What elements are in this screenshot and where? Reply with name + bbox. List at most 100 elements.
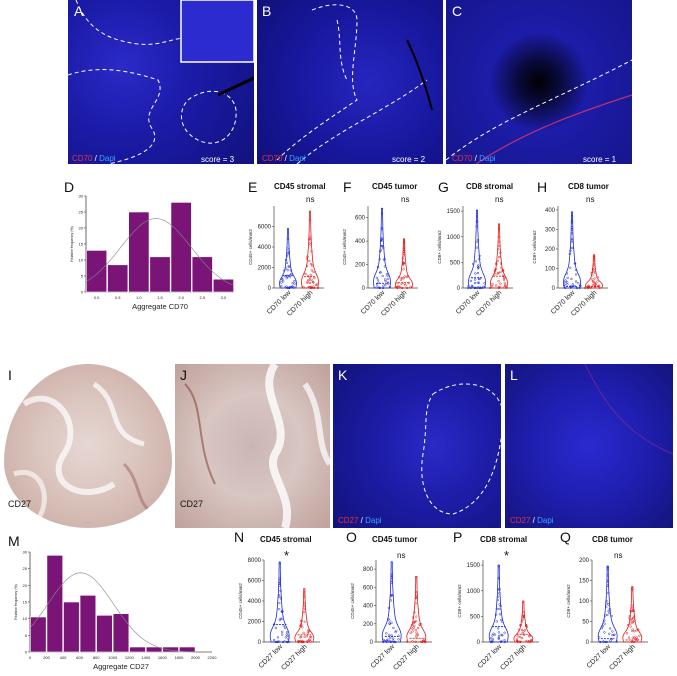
- data-point: [405, 275, 408, 278]
- data-point: [419, 622, 423, 626]
- data-point: [402, 238, 406, 242]
- data-point: [411, 640, 414, 643]
- data-point: [524, 623, 528, 627]
- data-point: [563, 286, 567, 290]
- data-point: [379, 271, 382, 274]
- data-point: [390, 621, 393, 624]
- data-point: [495, 262, 498, 265]
- bar: [162, 646, 179, 653]
- data-point: [591, 280, 595, 283]
- data-point: [283, 269, 286, 272]
- data-point: [382, 286, 385, 290]
- data-point: [306, 255, 309, 258]
- sig-g: ns: [495, 195, 504, 204]
- data-point: [592, 256, 596, 259]
- data-point: [401, 257, 404, 260]
- data-point: [606, 565, 609, 568]
- chart-m: 0 5 10 15 20 25 30 0 200 400 600 800 1000 1200 1400 160…: [14, 550, 218, 672]
- y-axis-label: CD45+ cells/mm2: [248, 229, 253, 265]
- x-tick-label: 200: [43, 655, 50, 660]
- data-point: [593, 282, 596, 285]
- panel-label-k: K: [338, 367, 348, 383]
- data-point: [272, 638, 276, 642]
- data-point: [384, 283, 387, 287]
- tumor-outline-b: [276, 4, 433, 164]
- data-point: [598, 636, 601, 639]
- x-tick-label: 1200: [125, 655, 135, 660]
- data-point: [298, 640, 301, 643]
- data-point: [570, 277, 573, 281]
- data-point: [498, 613, 502, 616]
- data-point: [504, 284, 507, 287]
- data-point: [287, 252, 290, 256]
- data-point: [605, 599, 608, 603]
- data-point: [497, 637, 500, 640]
- data-point: [607, 609, 610, 613]
- panel-label-j: J: [180, 367, 187, 383]
- data-point: [311, 279, 314, 282]
- x-tick-label: 1000: [108, 655, 118, 660]
- data-point: [274, 640, 277, 644]
- data-point: [503, 281, 506, 285]
- data-point: [523, 629, 526, 632]
- data-point: [590, 278, 594, 281]
- title-p: CD8 stromal: [480, 535, 528, 544]
- y-tick-label: 0: [25, 650, 28, 655]
- data-point: [388, 633, 391, 637]
- x-tick-label: 2.0: [178, 295, 184, 300]
- data-point: [390, 594, 393, 597]
- y-tick-label: 4000: [248, 599, 262, 605]
- y-tick-label: 200: [355, 263, 366, 269]
- data-point: [375, 283, 379, 286]
- data-point: [469, 279, 473, 283]
- x-tick-label: 2200: [208, 655, 218, 660]
- data-point: [631, 621, 634, 624]
- data-point: [611, 630, 614, 633]
- data-point: [285, 255, 289, 258]
- data-point: [376, 265, 380, 269]
- data-point: [593, 262, 596, 266]
- data-point: [596, 280, 599, 283]
- bar: [112, 613, 130, 653]
- data-point: [603, 622, 606, 625]
- data-point: [307, 278, 310, 282]
- panel-label-a: A: [74, 3, 84, 19]
- data-point: [306, 280, 309, 283]
- data-point: [411, 630, 414, 633]
- data-point: [482, 285, 485, 289]
- data-point: [631, 607, 634, 610]
- y-tick-label: 6000: [258, 225, 272, 231]
- data-point: [628, 614, 631, 618]
- data-point: [388, 619, 391, 622]
- data-point: [387, 606, 391, 610]
- data-point: [608, 607, 611, 611]
- data-point: [390, 576, 394, 579]
- title-g: CD8 stromal: [466, 182, 514, 191]
- y-tick-label: 600: [363, 585, 374, 591]
- y-tick-label: 100: [579, 599, 590, 605]
- data-point: [416, 626, 420, 630]
- data-point: [473, 281, 477, 285]
- data-point: [308, 278, 312, 281]
- y-tick-label: 0: [457, 286, 461, 292]
- data-point: [278, 584, 281, 587]
- data-point: [631, 628, 634, 631]
- data-point: [628, 617, 631, 620]
- bar: [79, 595, 97, 653]
- data-point: [297, 639, 300, 643]
- data-point: [522, 610, 525, 614]
- y-tick-label: 8000: [248, 558, 262, 564]
- data-point: [411, 616, 415, 619]
- data-point: [474, 260, 478, 263]
- data-point: [300, 623, 303, 626]
- sig-p: *: [504, 548, 510, 563]
- data-point: [281, 278, 284, 281]
- data-point: [308, 218, 312, 222]
- data-point: [563, 284, 566, 287]
- data-point: [308, 281, 312, 285]
- data-point: [414, 602, 417, 605]
- data-point: [302, 640, 305, 644]
- sig-f: ns: [401, 195, 410, 204]
- stain-caption-l: CD27 / Dapi: [510, 516, 554, 525]
